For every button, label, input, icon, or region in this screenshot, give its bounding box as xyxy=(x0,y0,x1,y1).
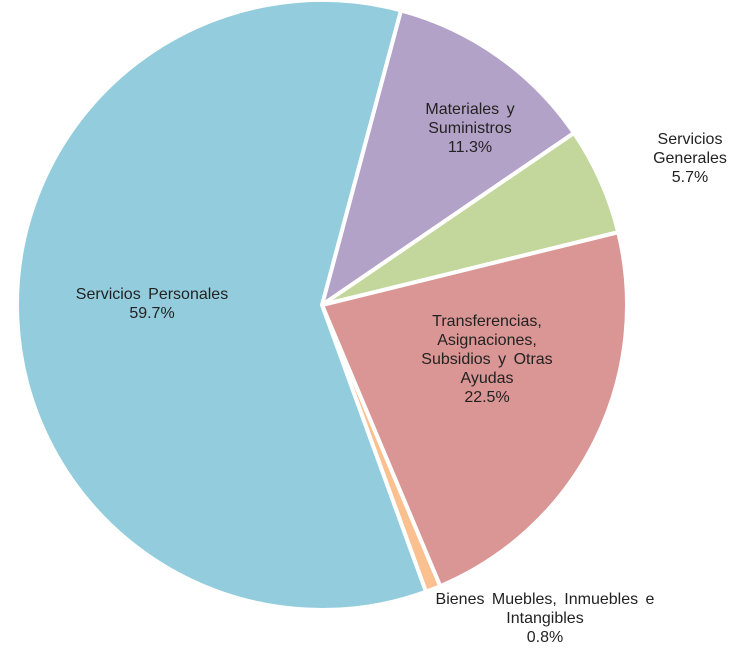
value-label: 22.5% xyxy=(464,389,510,406)
category-label: Servicios Generales xyxy=(653,131,727,167)
value-label: 0.8% xyxy=(526,629,564,646)
value-label: 59.7% xyxy=(129,305,175,322)
pie-slice xyxy=(320,230,629,589)
category-label: Materiales y Suministros xyxy=(425,101,515,137)
slice-label: Servicios Generales 5.7% xyxy=(635,130,745,187)
value-label: 5.7% xyxy=(671,169,709,186)
pie-slice xyxy=(320,8,576,307)
category-label: Bienes Muebles, Inmuebles e Intangibles xyxy=(435,591,655,627)
category-label: Transferencias, Asignaciones, Subsidios … xyxy=(421,313,553,387)
category-label: Servicios Personales xyxy=(75,286,229,303)
slice-label: Bienes Muebles, Inmuebles e Intangibles 0… xyxy=(415,590,675,647)
pie-slice xyxy=(15,0,428,612)
slice-label: Servicios Personales 59.7% xyxy=(37,285,267,323)
slice-label: Transferencias, Asignaciones, Subsidios … xyxy=(402,312,572,407)
value-label: 11.3% xyxy=(447,139,493,156)
slice-label: Materiales y Suministros 11.3% xyxy=(395,100,545,157)
